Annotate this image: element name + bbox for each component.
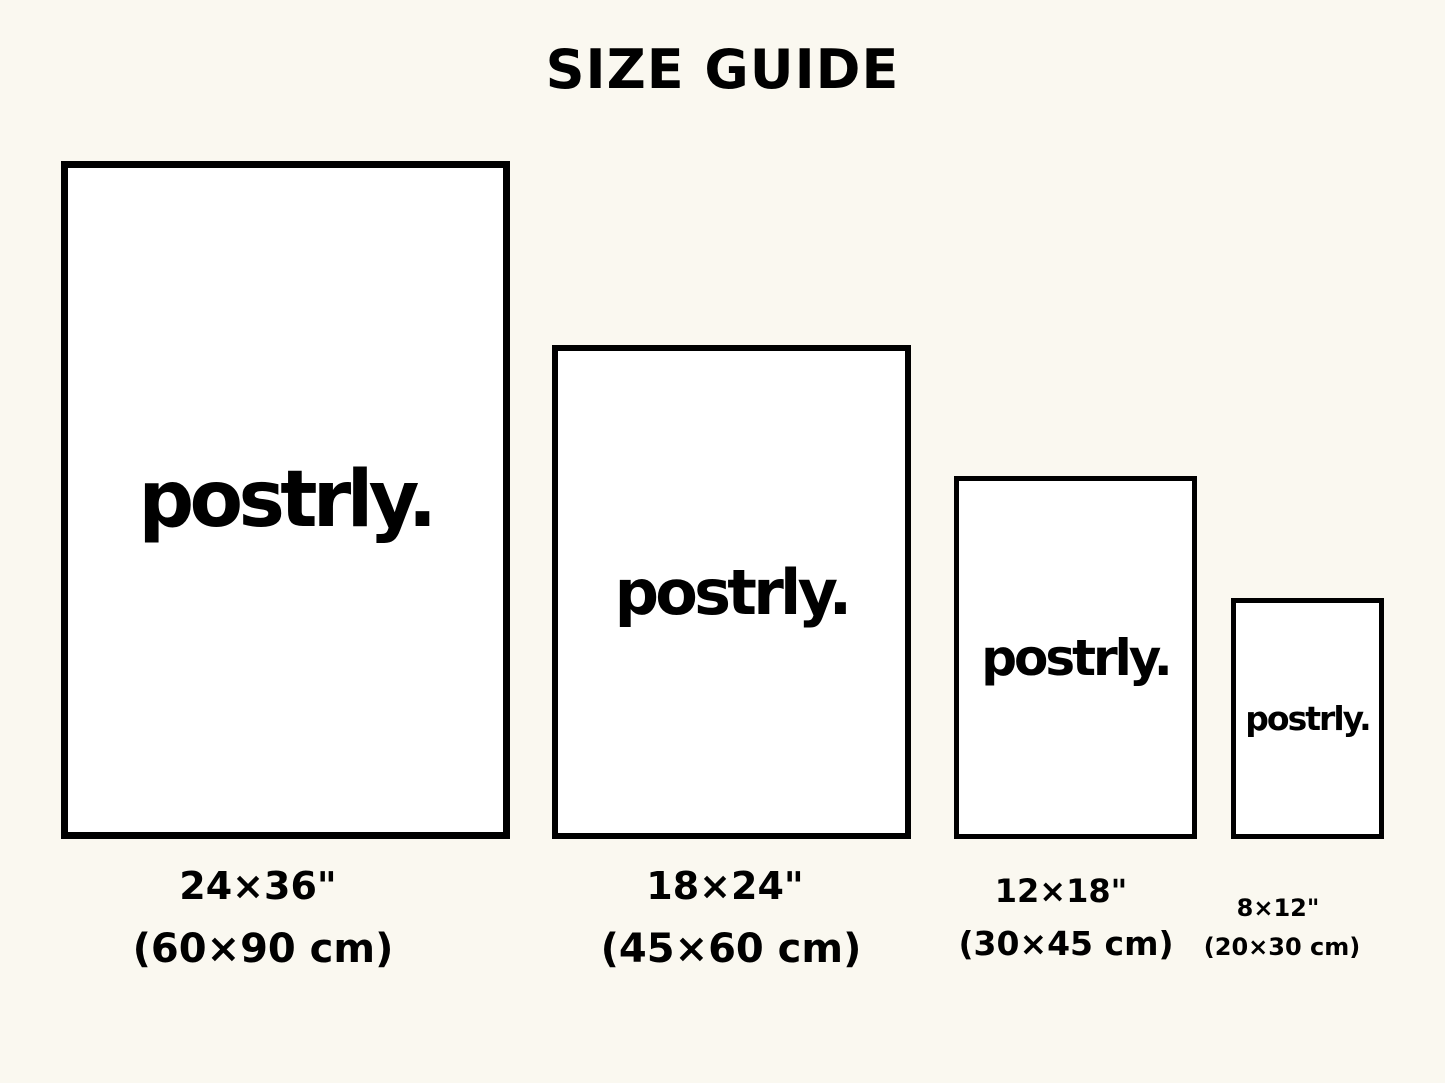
size-label-cm: (60×90 cm) bbox=[132, 926, 394, 972]
poster-logo: postrly. bbox=[981, 628, 1173, 687]
size-label-cm: (45×60 cm) bbox=[600, 926, 862, 972]
size-label-cm: (20×30 cm) bbox=[1203, 933, 1361, 961]
poster-frame-24x36: postrly. bbox=[61, 161, 510, 839]
poster-frame-18x24: postrly. bbox=[552, 345, 911, 839]
poster-logo: postrly. bbox=[138, 455, 437, 545]
size-label-inches: 18×24" bbox=[646, 864, 804, 908]
size-label-inches: 12×18" bbox=[994, 872, 1128, 910]
size-label-inches: 8×12" bbox=[1236, 894, 1320, 922]
page-title: SIZE GUIDE bbox=[545, 38, 900, 101]
poster-frame-12x18: postrly. bbox=[954, 476, 1197, 839]
poster-frame-8x12: postrly. bbox=[1231, 598, 1384, 839]
poster-logo: postrly. bbox=[614, 555, 853, 629]
size-label-cm: (30×45 cm) bbox=[958, 924, 1174, 963]
size-label-inches: 24×36" bbox=[179, 864, 337, 908]
poster-logo: postrly. bbox=[1245, 699, 1371, 738]
